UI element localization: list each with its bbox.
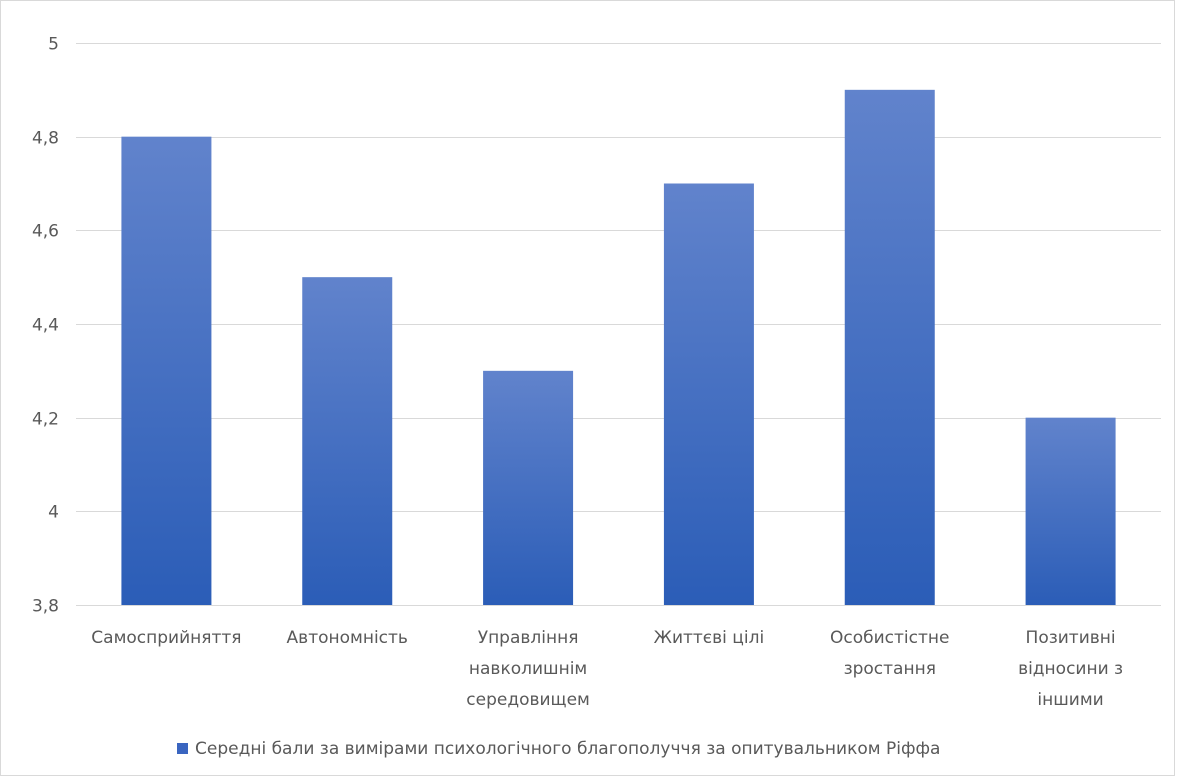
category-labels: Самосприйняття Автономність Управління навк… xyxy=(91,628,1123,710)
x-category-label: Особистістне зростання xyxy=(830,628,949,679)
x-category-label: Управління навколишнім середовищем xyxy=(466,628,590,710)
y-tick-label: 4 xyxy=(48,503,59,523)
y-tick-label: 4,6 xyxy=(32,222,59,242)
y-tick-label: 3,8 xyxy=(32,597,59,617)
y-tick-label: 5 xyxy=(48,35,59,55)
legend-swatch xyxy=(177,743,188,754)
x-category-label: Самосприйняття xyxy=(91,628,241,648)
bar xyxy=(844,89,935,606)
bar xyxy=(1025,417,1116,605)
legend: Середні бали за вимірами психологічного … xyxy=(177,739,940,759)
bar xyxy=(663,183,754,605)
x-category-label: Життєві цілі xyxy=(654,628,765,648)
x-category-label: Автономність xyxy=(287,628,408,648)
legend-label: Середні бали за вимірами психологічного … xyxy=(195,739,940,759)
bar xyxy=(302,277,393,605)
gridlines xyxy=(76,43,1161,606)
bar xyxy=(483,370,574,605)
y-tick-label: 4,8 xyxy=(32,129,59,149)
y-tick-label: 4,4 xyxy=(32,316,59,336)
y-axis-ticks: 3,8 4 4,2 4,4 4,6 4,8 5 xyxy=(32,35,59,617)
y-tick-label: 4,2 xyxy=(32,410,59,430)
bar xyxy=(121,136,212,605)
x-category-label: Позитивні відносини з іншими xyxy=(1018,628,1123,710)
bars xyxy=(121,89,1116,606)
